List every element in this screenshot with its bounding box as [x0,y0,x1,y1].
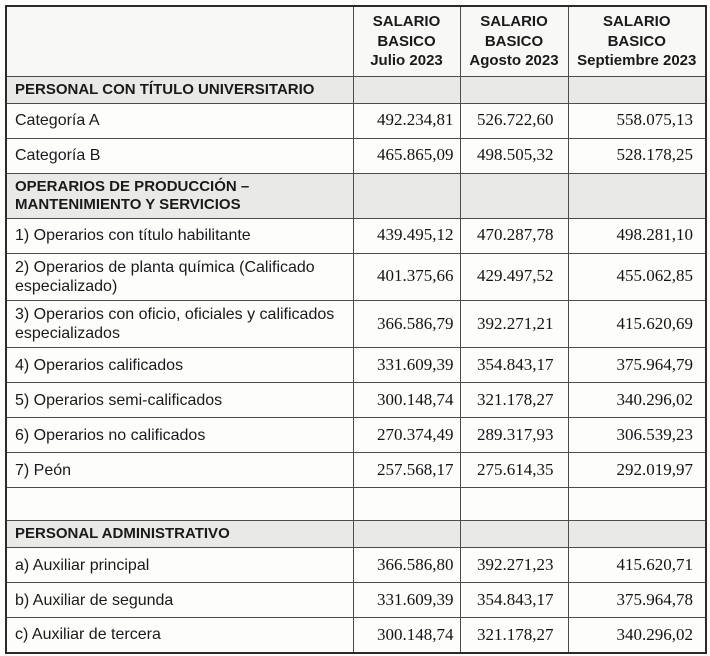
value-cell: 392.271,23 [459,547,569,584]
value-cell [459,487,569,522]
value-cell: 340.296,02 [567,382,707,419]
table-row: 3) Operarios con oficio, oficiales y cal… [5,299,707,349]
table-row: 2) Operarios de planta química (Califica… [5,252,707,301]
value-cell: 270.374,49 [352,417,461,454]
table-row: 4) Operarios calificados 331.609,39 354.84… [5,347,707,384]
value-cell: 465.865,09 [352,137,461,174]
row-label: Categoría A [5,102,354,139]
row-label: 3) Operarios con oficio, oficiales y cal… [5,299,354,349]
value-cell: 366.586,79 [352,299,461,349]
table-row: Categoría B 465.865,09 498.505,32 528.178,2… [5,137,707,174]
value-cell [567,487,707,522]
table-row: Categoría A 492.234,81 526.722,60 558.075,1… [5,102,707,139]
column-header-agosto-2023: SALARIO BASICO Agosto 2023 [459,5,569,77]
value-cell: 289.317,93 [459,417,569,454]
value-cell: 257.568,17 [352,452,461,489]
value-cell: 321.178,27 [459,617,569,654]
value-cell: 300.148,74 [352,382,461,419]
value-cell: 429.497,52 [459,252,569,301]
value-cell: 498.281,10 [567,217,707,254]
section-row: OPERARIOS DE PRODUCCIÓN – MANTENIMIENTO … [5,172,707,219]
value-cell: 415.620,71 [567,547,707,584]
value-cell [352,487,461,522]
row-label: 5) Operarios semi-calificados [5,382,354,419]
value-cell [567,520,707,549]
value-cell: 375.964,79 [567,347,707,384]
section-title: PERSONAL ADMINISTRATIVO [5,520,354,549]
row-label: 7) Peón [5,452,354,489]
value-cell: 366.586,80 [352,547,461,584]
value-cell [459,520,569,549]
value-cell [459,75,569,104]
value-cell [567,172,707,219]
value-cell: 470.287,78 [459,217,569,254]
table-row: 7) Peón 257.568,17 275.614,35 292.019,97 [5,452,707,489]
row-label: 4) Operarios calificados [5,347,354,384]
value-cell: 340.296,02 [567,617,707,654]
corner-cell [5,5,354,77]
row-label: 1) Operarios con título habilitante [5,217,354,254]
section-title: OPERARIOS DE PRODUCCIÓN – MANTENIMIENTO … [5,172,354,219]
row-label: 2) Operarios de planta química (Califica… [5,252,354,301]
section-row: PERSONAL ADMINISTRATIVO [5,520,707,549]
value-cell [352,75,461,104]
table-row: a) Auxiliar principal 366.586,80 392.271,2… [5,547,707,584]
value-cell: 401.375,66 [352,252,461,301]
table-body: PERSONAL CON TÍTULO UNIVERSITARIO Categor… [5,75,707,654]
table-row: b) Auxiliar de segunda 331.609,39 354.843,… [5,582,707,619]
row-label: Categoría B [5,137,354,174]
value-cell: 498.505,32 [459,137,569,174]
value-cell: 321.178,27 [459,382,569,419]
value-cell [459,172,569,219]
value-cell: 492.234,81 [352,102,461,139]
table-row: 1) Operarios con título habilitante 439.4… [5,217,707,254]
value-cell: 375.964,78 [567,582,707,619]
value-cell: 331.609,39 [352,347,461,384]
row-label [5,487,354,522]
value-cell: 558.075,13 [567,102,707,139]
value-cell: 439.495,12 [352,217,461,254]
value-cell: 306.539,23 [567,417,707,454]
value-cell [567,75,707,104]
section-row: PERSONAL CON TÍTULO UNIVERSITARIO [5,75,707,104]
row-label: a) Auxiliar principal [5,547,354,584]
spacer-row [5,487,707,522]
table-row: 5) Operarios semi-calificados 300.148,74 3… [5,382,707,419]
value-cell: 354.843,17 [459,347,569,384]
value-cell: 354.843,17 [459,582,569,619]
value-cell: 275.614,35 [459,452,569,489]
row-label: b) Auxiliar de segunda [5,582,354,619]
value-cell [352,520,461,549]
value-cell: 300.148,74 [352,617,461,654]
value-cell: 392.271,21 [459,299,569,349]
value-cell: 455.062,85 [567,252,707,301]
section-title: PERSONAL CON TÍTULO UNIVERSITARIO [5,75,354,104]
salary-table: SALARIO BASICO Julio 2023 SALARIO BASICO… [5,5,707,654]
table-row: c) Auxiliar de tercera 300.148,74 321.178,… [5,617,707,654]
column-header-julio-2023: SALARIO BASICO Julio 2023 [352,5,461,77]
value-cell [352,172,461,219]
value-cell: 526.722,60 [459,102,569,139]
column-header-septiembre-2023: SALARIO BASICO Septiembre 2023 [567,5,707,77]
value-cell: 331.609,39 [352,582,461,619]
table-header-row: SALARIO BASICO Julio 2023 SALARIO BASICO… [5,5,707,77]
row-label: 6) Operarios no calificados [5,417,354,454]
value-cell: 415.620,69 [567,299,707,349]
table-row: 6) Operarios no calificados 270.374,49 289… [5,417,707,454]
value-cell: 528.178,25 [567,137,707,174]
value-cell: 292.019,97 [567,452,707,489]
row-label: c) Auxiliar de tercera [5,617,354,654]
